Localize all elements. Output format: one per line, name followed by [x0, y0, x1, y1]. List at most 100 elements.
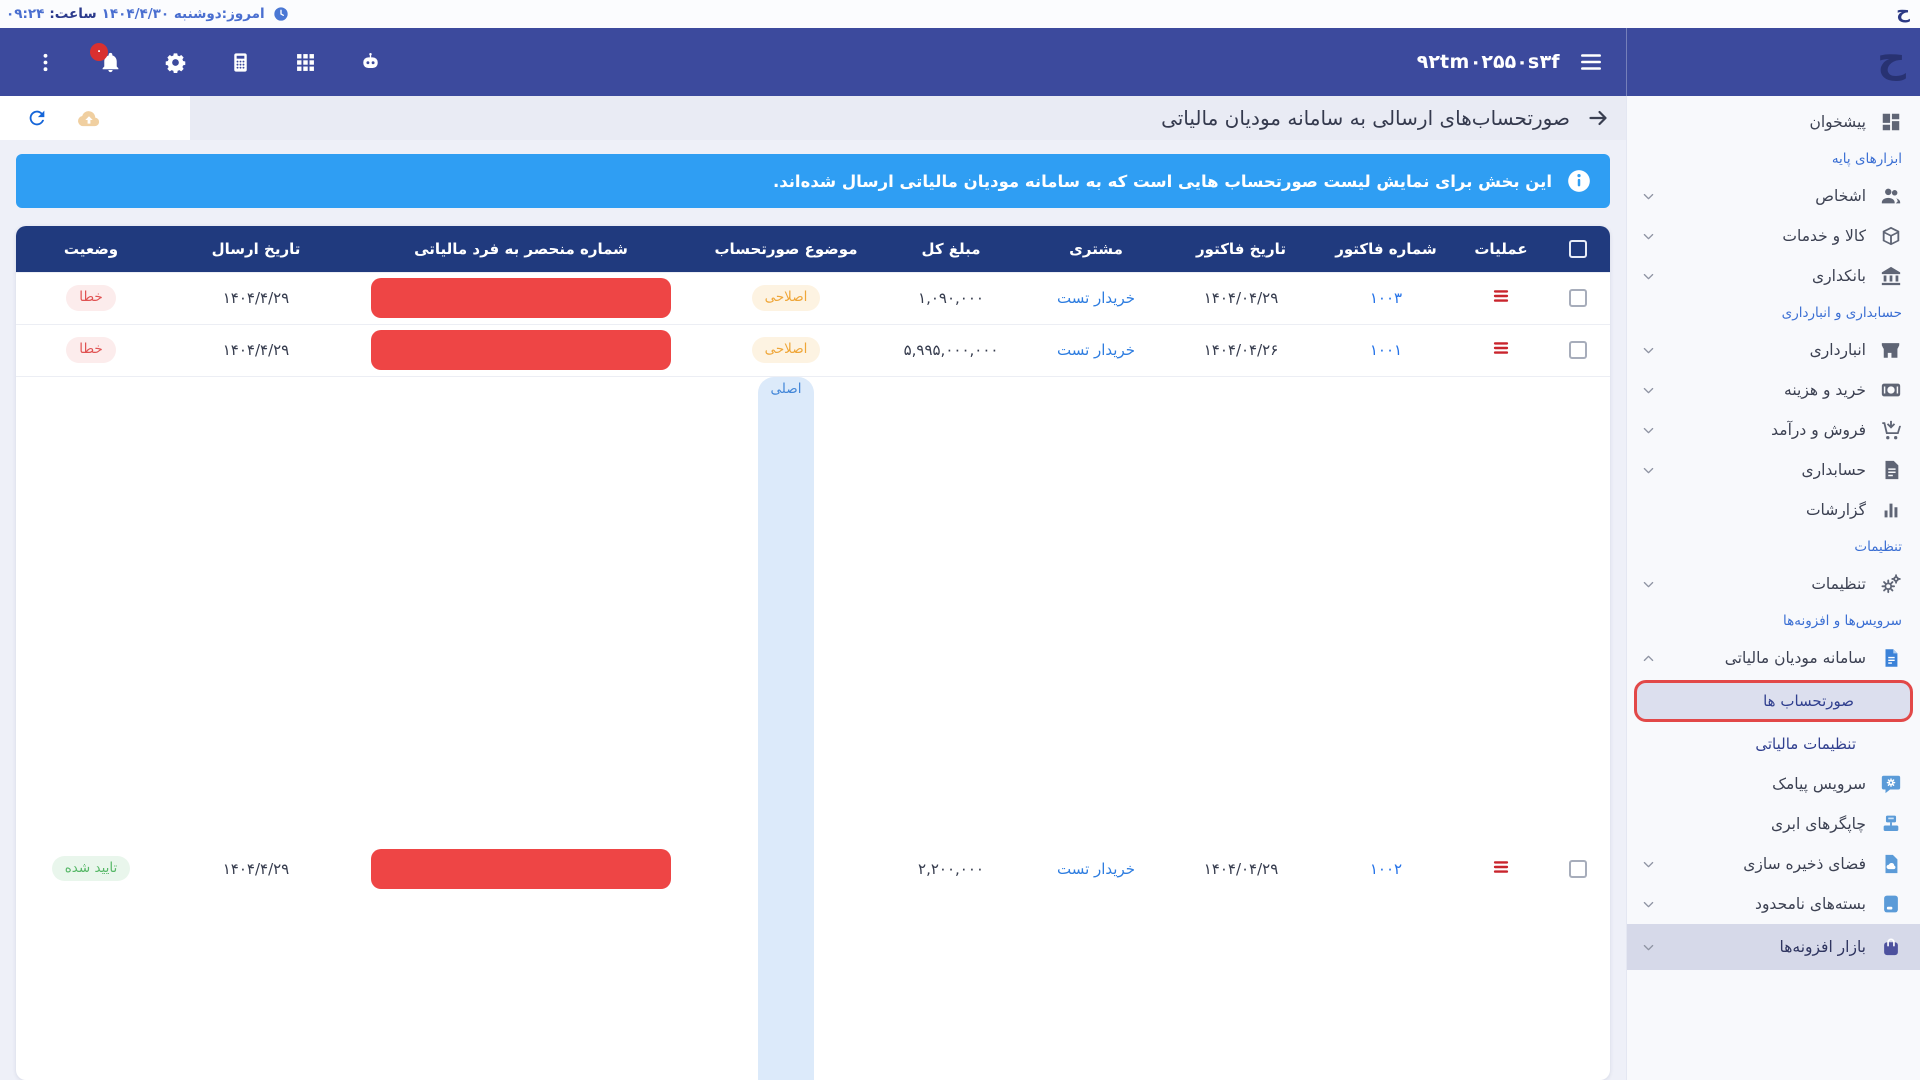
sidebar-section-basic-tools: ابزارهای پایه [1831, 151, 1902, 167]
row-operations-icon[interactable] [1490, 337, 1512, 359]
sidebar-subitem-label: صورتحساب ها [1763, 692, 1854, 710]
license-code: ۹۲tm۰۲۵۵۰s۳f [1416, 51, 1560, 73]
sidebar: پیشخوان ابزارهای پایه اشخاص کالا و خدمات بان… [1626, 96, 1920, 1080]
column-header: مشتری [1026, 226, 1166, 272]
column-header: شماره منحصر به فرد مالیاتی [346, 226, 696, 272]
chevron-down-icon [1641, 857, 1656, 872]
page-title-bar: صورتحساب‌های ارسالی به سامانه مودیان مال… [0, 96, 1626, 140]
assistant-robot-icon[interactable] [359, 51, 382, 74]
chevron-down-icon [1641, 383, 1656, 398]
sidebar-item-inventory[interactable]: انبارداری [1627, 330, 1920, 370]
payments-icon [1880, 379, 1902, 401]
sidebar-item-label: سرویس پیامک [1772, 775, 1866, 793]
sidebar-subitem-tax-settings[interactable]: تنظیمات مالیاتی [1627, 724, 1920, 764]
notifications-bell-icon[interactable]: ۰ [90, 42, 122, 74]
back-arrow-icon[interactable] [1586, 106, 1610, 130]
sidebar-subitem-label: تنظیمات مالیاتی [1755, 735, 1856, 753]
tax-document-icon [1880, 647, 1902, 669]
chevron-down-icon [1641, 423, 1656, 438]
package-box-icon [1880, 893, 1902, 915]
refresh-icon[interactable] [26, 107, 48, 129]
table-header-row: عملیات شماره فاکتور تاریخ فاکتور مشتری مبلغ … [16, 226, 1610, 272]
notification-badge: ۰ [90, 42, 108, 61]
apps-grid-icon[interactable] [294, 51, 317, 74]
total-amount: ۲,۲۰۰,۰۰۰ [876, 375, 1026, 1080]
chevron-down-icon [1641, 189, 1656, 204]
calculator-icon[interactable] [229, 51, 252, 74]
header-brand-area: ح [1626, 28, 1920, 96]
sidebar-item-tax-system[interactable]: سامانه مودیان مالیاتی [1627, 638, 1920, 678]
sidebar-subitem-invoices[interactable]: صورتحساب ها [1634, 680, 1913, 722]
toolbar [0, 96, 190, 140]
tax-unique-number-redacted [371, 330, 671, 370]
sidebar-item-label: حسابداری [1801, 461, 1866, 479]
app-header: ح ۹۲tm۰۲۵۵۰s۳f ۰ [0, 28, 1920, 96]
sidebar-item-dashboard[interactable]: پیشخوان [1627, 102, 1920, 142]
sidebar-item-label: فضای ذخیره سازی [1743, 855, 1866, 873]
sidebar-item-label: گزارشات [1805, 501, 1866, 519]
sidebar-item-persons[interactable]: اشخاص [1627, 176, 1920, 216]
sidebar-item-label: اشخاص [1815, 187, 1866, 205]
customer-link[interactable]: خریدار تست [1056, 289, 1136, 307]
sidebar-item-sales-income[interactable]: فروش و درآمد [1627, 410, 1920, 450]
sidebar-item-label: فروش و درآمد [1771, 421, 1866, 439]
sidebar-section-services-addons: سرویس‌ها و افزونه‌ها [1783, 613, 1902, 629]
sidebar-item-accounting[interactable]: حسابداری [1627, 450, 1920, 490]
kebab-menu-icon[interactable] [34, 51, 57, 74]
total-amount: ۵,۹۹۵,۰۰۰,۰۰۰ [876, 323, 1026, 376]
chevron-down-icon [1641, 343, 1656, 358]
cart-icon [1880, 419, 1902, 441]
total-amount: ۱,۰۹۰,۰۰۰ [876, 271, 1026, 324]
invoice-row: ۱۰۰۲ ۱۴۰۴/۰۴/۲۹ خریدار تست ۲,۲۰۰,۰۰۰ اصلی ۱۴۰… [16, 375, 1610, 1080]
sidebar-item-goods-services[interactable]: کالا و خدمات [1627, 216, 1920, 256]
customer-link[interactable]: خریدار تست [1056, 341, 1136, 359]
sidebar-item-label: سامانه مودیان مالیاتی [1724, 649, 1866, 667]
customer-link[interactable]: خریدار تست [1056, 859, 1136, 878]
row-checkbox[interactable] [1569, 859, 1587, 878]
sidebar-item-settings[interactable]: تنظیمات [1627, 564, 1920, 604]
menu-icon[interactable] [1578, 49, 1604, 75]
time-label: ساعت: [49, 6, 97, 22]
column-header: وضعیت [16, 226, 166, 272]
column-header: تاریخ ارسال [166, 226, 346, 272]
row-checkbox[interactable] [1569, 341, 1587, 360]
sidebar-item-purchase-expense[interactable]: خرید و هزینه [1627, 370, 1920, 410]
shopping-bag-icon [1880, 936, 1902, 958]
row-operations-icon[interactable] [1490, 285, 1512, 307]
chevron-down-icon [1641, 229, 1656, 244]
row-operations-icon[interactable] [1490, 856, 1512, 878]
storefront-icon [1880, 339, 1902, 361]
column-header: تاریخ فاکتور [1166, 226, 1316, 272]
sidebar-item-banking[interactable]: بانکداری [1627, 256, 1920, 296]
gears-icon [1880, 573, 1902, 595]
invoice-number-link[interactable]: ۱۰۰۳ [1369, 289, 1403, 307]
row-checkbox[interactable] [1569, 289, 1587, 308]
subject-badge: اصلی [757, 376, 815, 1080]
sidebar-item-sms-service[interactable]: سرویس پیامک [1627, 764, 1920, 804]
invoice-number-link[interactable]: ۱۰۰۱ [1369, 341, 1403, 359]
sidebar-item-addons-market[interactable]: بازار افزونه‌ها [1627, 924, 1920, 970]
cloud-upload-icon[interactable] [76, 105, 102, 131]
info-banner: این بخش برای نمایش لیست صورتحساب هایی اس… [16, 154, 1610, 208]
sidebar-item-label: بسته‌های نامحدود [1755, 895, 1866, 913]
sidebar-item-unlimited-packages[interactable]: بسته‌های نامحدود [1627, 884, 1920, 924]
invoice-number-link[interactable]: ۱۰۰۲ [1369, 859, 1403, 878]
invoices-table: عملیات شماره فاکتور تاریخ فاکتور مشتری مبلغ … [16, 226, 1610, 1080]
send-date: ۱۴۰۴/۴/۲۹ [166, 375, 346, 1080]
top-strip: ح امروز:دوشنبه ۱۴۰۴/۴/۳۰ ساعت: ۰۹:۲۴ [0, 0, 1920, 28]
info-banner-text: این بخش برای نمایش لیست صورتحساب هایی اس… [772, 171, 1552, 191]
bar-chart-icon [1880, 499, 1902, 521]
gear-icon[interactable] [164, 51, 187, 74]
cloud-printer-icon [1880, 813, 1902, 835]
sidebar-item-storage-space[interactable]: فضای ذخیره سازی [1627, 844, 1920, 884]
today-date: امروز:دوشنبه ۱۴۰۴/۴/۳۰ [101, 6, 265, 22]
datetime-bar: امروز:دوشنبه ۱۴۰۴/۴/۳۰ ساعت: ۰۹:۲۴ [0, 6, 289, 22]
column-header: عملیات [1456, 226, 1546, 272]
select-all-checkbox[interactable] [1569, 240, 1587, 258]
sidebar-item-label: انبارداری [1809, 341, 1866, 359]
sidebar-item-cloud-printers[interactable]: چاپگرهای ابری [1627, 804, 1920, 844]
sidebar-section-settings-sec: تنظیمات [1854, 539, 1902, 555]
people-icon [1880, 185, 1902, 207]
sidebar-item-label: چاپگرهای ابری [1771, 815, 1866, 833]
sidebar-item-reports[interactable]: گزارشات [1627, 490, 1920, 530]
